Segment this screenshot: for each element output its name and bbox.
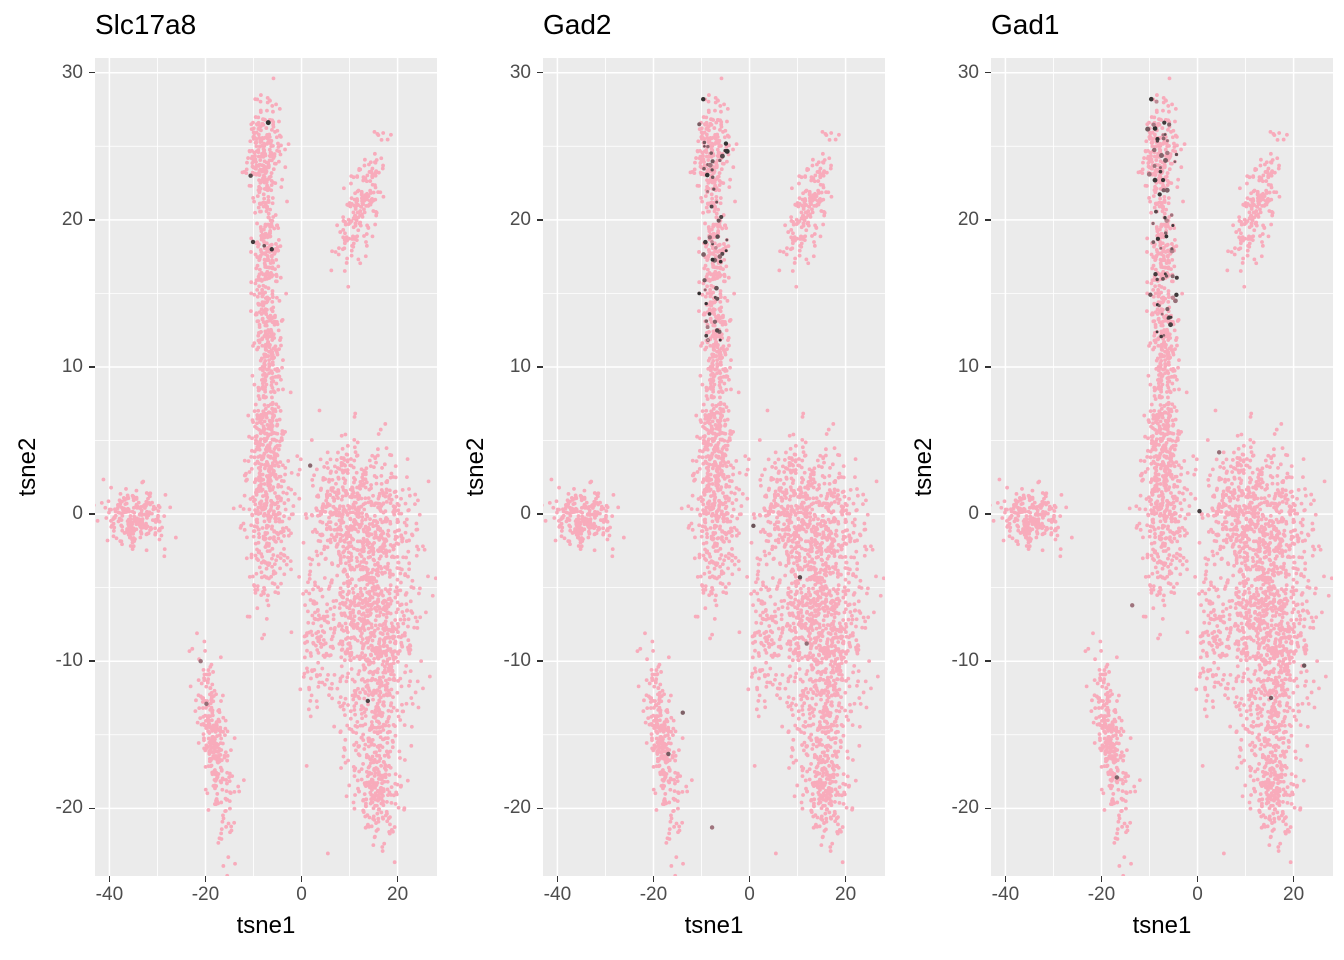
x-tick-mark (1292, 876, 1295, 882)
x-tick-label: 20 (1283, 884, 1305, 905)
x-tick-label: -20 (639, 884, 668, 905)
y-tick-label: 30 (61, 61, 83, 83)
y-tick-mark (89, 513, 95, 515)
y-tick-mark (89, 807, 95, 810)
y-tick-label: 30 (957, 61, 979, 83)
y-tick-mark (89, 219, 95, 221)
y-tick-mark (537, 219, 543, 221)
y-axis-label: tsne2 (462, 437, 489, 497)
x-tick-mark (1100, 876, 1103, 882)
y-tick-label: -20 (951, 797, 979, 819)
y-tick-mark (985, 219, 991, 221)
y-tick-mark (985, 807, 991, 810)
y-tick-mark (985, 71, 991, 74)
plot-title: Slc17a8 (95, 9, 197, 40)
x-axis-label: tsne1 (236, 912, 296, 939)
y-tick-label: 20 (509, 208, 531, 230)
plot-slc17a8: Slc17a8 tsne2 tsne1 -40 -20 0 20 -20 -10 0 10 20… (0, 0, 448, 960)
y-tick-mark (985, 513, 991, 515)
x-tick-mark (300, 876, 303, 882)
y-tick-mark (537, 660, 543, 662)
plot-panel (95, 58, 437, 876)
x-tick-mark (108, 876, 111, 882)
x-tick-label: 20 (835, 884, 857, 905)
x-axis-label: tsne1 (1132, 912, 1192, 939)
x-tick-label: -20 (1087, 884, 1116, 905)
y-tick-label: 0 (968, 503, 979, 525)
x-tick-mark (1196, 876, 1199, 882)
x-tick-mark (844, 876, 847, 882)
x-tick-label: -40 (543, 884, 572, 905)
x-tick-mark (556, 876, 559, 882)
x-tick-label: 0 (1192, 884, 1203, 905)
y-tick-label: 10 (61, 355, 83, 377)
y-tick-mark (89, 660, 95, 662)
y-axis-label: tsne2 (14, 437, 41, 497)
x-tick-label: 0 (296, 884, 307, 905)
y-tick-label: 30 (509, 61, 531, 83)
x-tick-mark (204, 876, 207, 882)
y-tick-label: 0 (520, 503, 531, 525)
y-tick-label: 10 (957, 355, 979, 377)
y-axis-label: tsne2 (910, 437, 937, 497)
y-tick-mark (537, 71, 543, 74)
y-tick-mark (89, 366, 95, 368)
y-tick-mark (537, 366, 543, 368)
scatter-canvas (991, 58, 1333, 876)
x-tick-mark (652, 876, 655, 882)
x-tick-label: -40 (95, 884, 124, 905)
scatter-canvas (543, 58, 885, 876)
x-tick-label: -20 (191, 884, 220, 905)
x-tick-label: 0 (744, 884, 755, 905)
plot-title: Gad1 (991, 9, 1060, 40)
y-tick-mark (985, 366, 991, 368)
plot-gad1: Gad1 tsne2 tsne1 -40 -20 0 20 -20 -10 0 10 20 30 (896, 0, 1344, 960)
y-tick-mark (537, 513, 543, 515)
y-tick-label: -10 (55, 650, 83, 672)
x-tick-mark (748, 876, 751, 882)
y-tick-label: 20 (61, 208, 83, 230)
plot-gad2: Gad2 tsne2 tsne1 -40 -20 0 20 -20 -10 0 10 20 30 (448, 0, 896, 960)
y-tick-label: -10 (503, 650, 531, 672)
plot-title: Gad2 (543, 9, 612, 40)
y-tick-label: 20 (957, 208, 979, 230)
x-tick-label: 20 (387, 884, 409, 905)
y-tick-label: -20 (503, 797, 531, 819)
plot-panel (991, 58, 1333, 876)
plot-panel (543, 58, 885, 876)
scatter-canvas (95, 58, 437, 876)
y-tick-label: -20 (55, 797, 83, 819)
y-tick-label: 0 (72, 503, 83, 525)
y-tick-label: 10 (509, 355, 531, 377)
x-tick-mark (1004, 876, 1007, 882)
y-tick-mark (89, 71, 95, 74)
x-axis-label: tsne1 (684, 912, 744, 939)
x-tick-mark (396, 876, 399, 882)
y-tick-mark (537, 807, 543, 810)
x-tick-label: -40 (991, 884, 1020, 905)
y-tick-label: -10 (951, 650, 979, 672)
y-tick-mark (985, 660, 991, 662)
